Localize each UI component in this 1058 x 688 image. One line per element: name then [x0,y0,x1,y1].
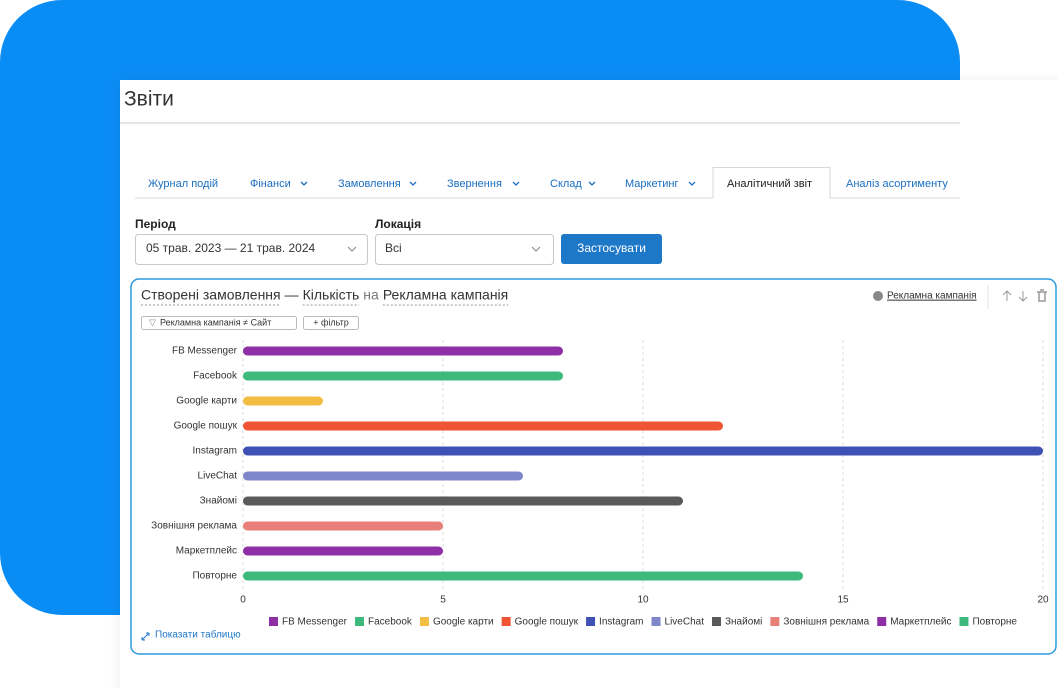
y-tick-label: Маркетплейс [176,546,237,557]
bar [243,446,1043,456]
bar [243,346,563,356]
active-tab [712,167,831,199]
filter-chip-text: Рекламна кампанія ≠ Сайт [160,317,271,327]
y-tick-label: Instagram [193,446,237,457]
period-label: Період [135,217,176,231]
bar [243,421,723,431]
bar [243,546,443,556]
add-filter-text: + фільтр [313,317,349,327]
bar [243,521,443,531]
legend-label[interactable]: FB Messenger [282,617,348,628]
group-by[interactable]: Рекламна кампанія [887,291,977,302]
add-filter[interactable] [303,316,359,330]
legend-label[interactable]: Знайомі [725,617,762,628]
expand-icon [141,632,150,641]
filter-chip[interactable] [141,316,297,330]
tab[interactable]: Аналітичний звіт [727,178,812,190]
title-link[interactable]: Створені замовлення [141,287,281,303]
location-label: Локація [375,217,421,231]
chevron [300,181,308,186]
bar [243,571,803,581]
filter-icon: ▽ [149,317,156,327]
y-tick-label: Google карти [176,396,237,407]
legend-swatch [501,617,511,626]
y-tick-label: FB Messenger [172,346,238,357]
bar [243,496,683,506]
tab[interactable]: Фінанси [250,178,291,190]
legend-swatch [268,617,278,626]
title-text: на [363,287,379,303]
legend-label[interactable]: Instagram [599,617,643,628]
chevron [409,181,417,186]
chevron [347,246,357,252]
x-tick-label: 5 [440,595,446,606]
chevron [588,181,596,186]
move-down[interactable] [1018,291,1028,302]
apply-button-label: Застосувати [577,241,646,255]
tab[interactable]: Звернення [447,178,502,190]
chevron [531,246,541,252]
page-title: Звіти [124,88,174,111]
y-tick-label: LiveChat [198,471,238,482]
tab[interactable]: Журнал подій [148,178,218,190]
legend-swatch [877,617,887,626]
y-tick-label: Повторне [192,571,237,582]
location-value: Всі [385,241,402,255]
legend-label[interactable]: Зовнішня реклама [783,617,869,628]
tab[interactable]: Маркетинг [625,178,678,190]
move-up[interactable] [1002,290,1012,301]
legend-label[interactable]: LiveChat [665,617,705,628]
legend-label[interactable]: Google пошук [515,617,579,628]
chevron [512,181,520,186]
y-tick-label: Зовнішня реклама [151,521,237,532]
legend-swatch [355,617,365,626]
period-select[interactable] [135,234,368,265]
x-tick-label: 0 [240,595,246,606]
apply-button[interactable] [561,234,662,264]
pie-icon [873,291,883,301]
title-link[interactable]: Кількість [303,287,360,303]
bar [243,371,563,381]
widget-card [130,278,1057,655]
y-tick-label: Знайомі [200,496,237,507]
bar [243,471,523,481]
y-tick-label: Facebook [193,371,238,382]
x-tick-label: 20 [1037,595,1049,606]
legend-swatch [711,617,721,626]
legend-swatch [770,617,780,626]
legend-swatch [959,617,969,626]
location-select[interactable] [375,234,554,265]
legend-swatch [651,617,661,626]
tab[interactable]: Склад [550,178,582,190]
bar [243,396,323,406]
legend-swatch [419,617,429,626]
y-tick-label: Google пошук [174,421,238,432]
tab[interactable]: Замовлення [338,178,401,190]
show-table[interactable]: Показати таблицю [155,629,241,641]
x-tick-label: 10 [637,595,649,606]
tab[interactable]: Аналіз асортименту [846,178,948,190]
title-link[interactable]: Рекламна кампанія [383,287,508,303]
x-tick-label: 15 [837,595,849,606]
legend-label[interactable]: Повторне [972,617,1017,628]
delete[interactable] [1037,289,1047,302]
legend-label[interactable]: Facebook [368,617,413,628]
legend-swatch [586,617,596,626]
title-text: — [285,287,299,303]
legend-label[interactable]: Google карти [433,617,494,628]
period-value: 05 трав. 2023 — 21 трав. 2024 [146,241,316,255]
chevron [688,181,696,186]
legend-label[interactable]: Маркетплейс [890,617,951,628]
